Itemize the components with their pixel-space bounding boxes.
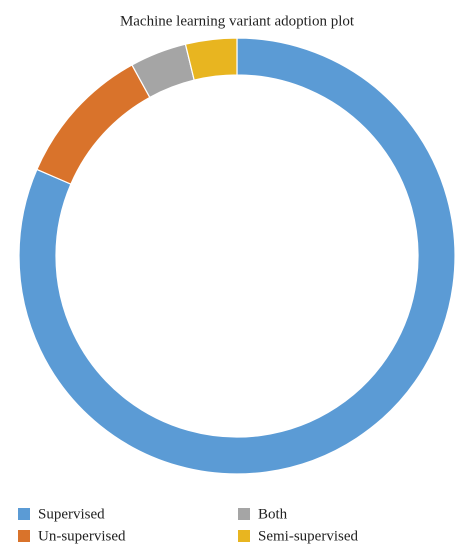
donut-segment xyxy=(184,37,238,81)
legend-label: Supervised xyxy=(38,506,105,522)
chart-title: Machine learning variant adoption plot xyxy=(120,13,355,29)
legend-swatch xyxy=(18,508,30,520)
donut-segment xyxy=(18,37,456,475)
legend-label: Semi-supervised xyxy=(258,528,358,544)
legend-swatch xyxy=(238,508,250,520)
legend-label: Un-supervised xyxy=(38,528,126,544)
legend-swatch xyxy=(18,530,30,542)
legend-swatch xyxy=(238,530,250,542)
legend-label: Both xyxy=(258,506,288,522)
donut-segment xyxy=(36,64,151,185)
